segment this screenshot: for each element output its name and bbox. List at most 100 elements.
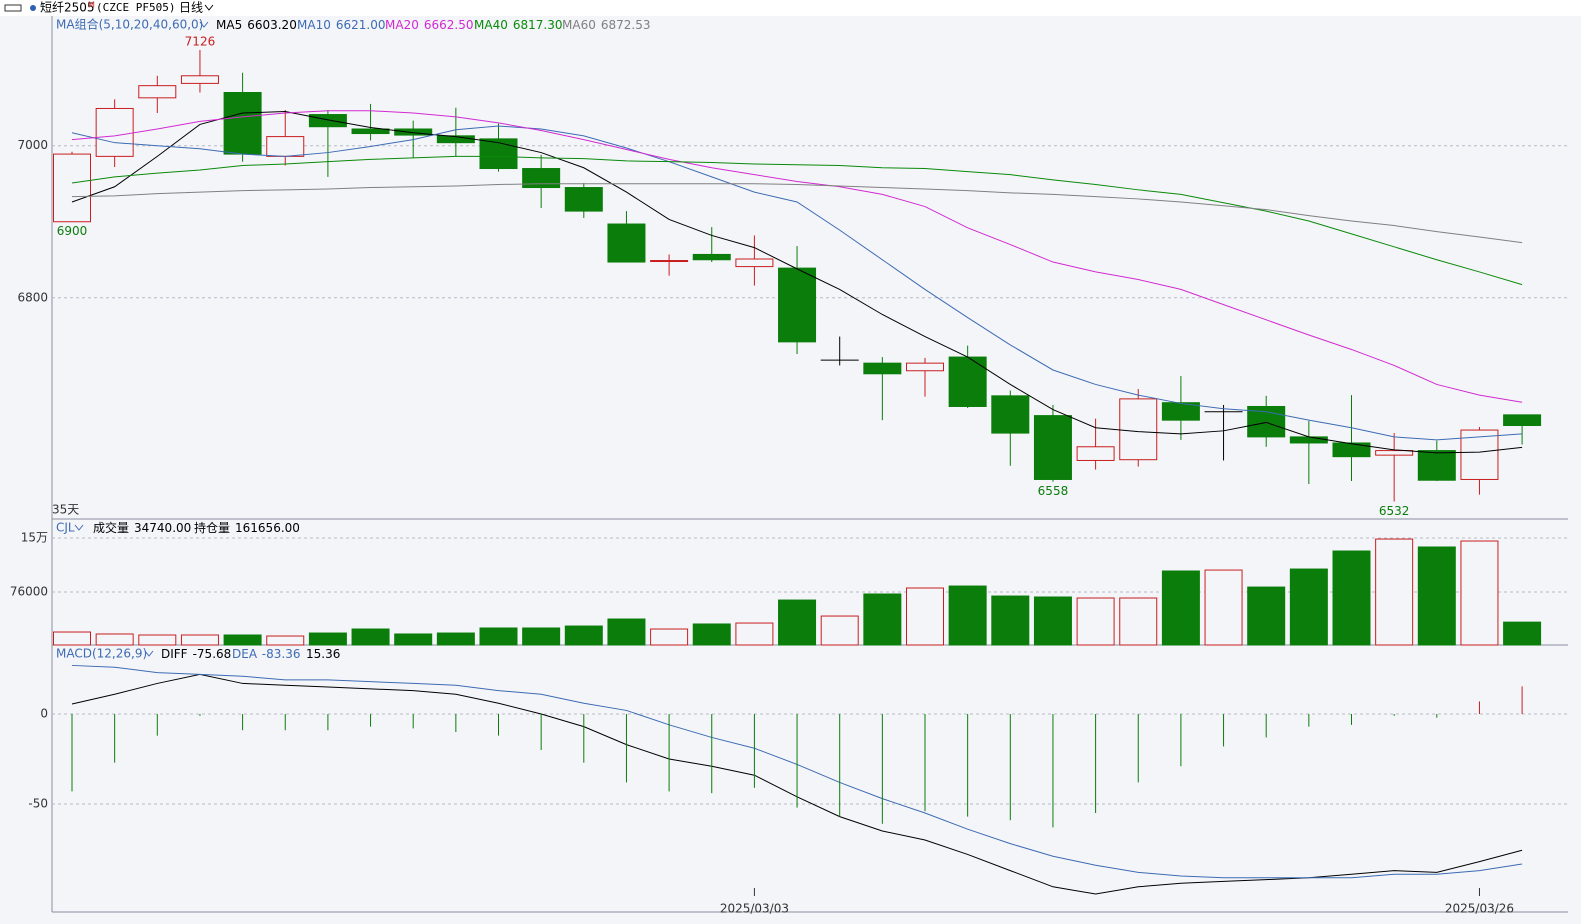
period[interactable]: 日线 xyxy=(179,1,203,15)
candle-body xyxy=(138,85,177,99)
legend-value: 6872.53 xyxy=(601,18,651,32)
legend-name: MA5 xyxy=(216,18,242,32)
volume-bar xyxy=(1161,570,1200,646)
candle-body xyxy=(778,267,817,343)
candle-body xyxy=(564,187,603,212)
y-tick-label: 6800 xyxy=(17,290,48,304)
range-label: 35天 xyxy=(52,503,79,517)
volume-bar xyxy=(1033,596,1072,646)
volume-bar xyxy=(820,615,859,646)
volume-bar xyxy=(522,627,561,646)
dropdown-arrow[interactable] xyxy=(199,21,209,28)
extreme-label: 6532 xyxy=(1379,504,1410,518)
candle-body xyxy=(607,223,646,263)
volume-bar xyxy=(1332,550,1371,646)
legend-value: 6603.20 xyxy=(247,18,297,32)
y-tick-label: 0 xyxy=(40,707,48,721)
volume-bar xyxy=(180,634,219,646)
candle-body xyxy=(522,168,561,189)
dropdown-arrow[interactable] xyxy=(204,4,214,11)
legend-name: DIFF xyxy=(161,647,188,661)
legend-entry: DEA -83.36 xyxy=(232,647,300,661)
volume-bar xyxy=(1289,568,1328,646)
volume-bar xyxy=(1375,538,1414,646)
candle-body xyxy=(1247,405,1286,438)
volume-bar xyxy=(1247,586,1286,646)
candle-body xyxy=(1460,429,1499,480)
volume-bar xyxy=(95,633,134,646)
legend-value: -83.36 xyxy=(262,647,301,661)
volume-bar xyxy=(778,599,817,646)
volume-bar xyxy=(1417,546,1456,646)
legend-value: 6662.50 xyxy=(424,18,474,32)
candle-body xyxy=(351,128,390,135)
volume-bar xyxy=(1460,540,1499,646)
legend-name: MA40 xyxy=(474,18,508,32)
panel-title: MACD(12,26,9) xyxy=(56,647,147,661)
candle-body xyxy=(735,258,774,268)
legend-entry: MA60 6872.53 xyxy=(562,18,650,32)
x-tick-label: 2025/03/03 xyxy=(720,902,789,916)
panel-title: CJL xyxy=(56,521,75,535)
legend-entry: 持仓量 161656.00 xyxy=(194,520,300,535)
status-dot xyxy=(30,5,36,11)
candle-body xyxy=(1289,436,1328,444)
candle-body xyxy=(1503,414,1542,426)
volume-bar xyxy=(223,634,262,646)
code: (CZCE PF505) xyxy=(96,1,175,14)
menu-icon[interactable] xyxy=(4,4,22,12)
candle-body xyxy=(991,395,1030,434)
candle-body xyxy=(266,136,305,157)
candle-body xyxy=(1119,398,1158,461)
candle-body xyxy=(1332,442,1371,458)
dropdown-arrow[interactable] xyxy=(74,524,84,531)
candle-body xyxy=(863,362,902,375)
legend-value: 6621.00 xyxy=(336,18,386,32)
legend-name: MA20 xyxy=(385,18,419,32)
y-tick-label: 7000 xyxy=(17,138,48,152)
dropdown-arrow[interactable] xyxy=(144,650,154,657)
candle-body xyxy=(223,92,262,155)
legend-name: 成交量 xyxy=(93,520,129,535)
y-tick-label: 76000 xyxy=(10,585,48,599)
panel-title: MA组合(5,10,20,40,60,0) xyxy=(56,17,203,32)
legend-value: -75.68 xyxy=(193,647,232,661)
candle-body xyxy=(479,138,518,170)
candle-body xyxy=(1375,450,1414,456)
volume-bar xyxy=(991,595,1030,646)
volume-bar xyxy=(863,593,902,646)
legend-entry: MA20 6662.50 xyxy=(385,18,473,32)
extreme-label: 6900 xyxy=(57,224,88,238)
candle-body xyxy=(948,356,987,407)
volume-bar xyxy=(650,628,689,646)
ma-line xyxy=(71,183,1523,244)
volume-bar xyxy=(692,623,731,646)
legend-name: MA60 xyxy=(562,18,596,32)
volume-bar xyxy=(308,632,347,646)
volume-bar xyxy=(138,634,177,646)
ma-line xyxy=(71,125,1523,441)
volume-bar xyxy=(906,587,944,646)
volume-bar xyxy=(1119,597,1158,646)
legend-value: 6817.30 xyxy=(513,18,563,32)
legend-name: DEA xyxy=(232,647,258,661)
legend-entry: 成交量 34740.00 xyxy=(93,520,191,535)
volume-bar xyxy=(436,632,475,646)
volume-bar xyxy=(564,625,603,646)
volume-bar xyxy=(1076,597,1115,646)
volume-bar xyxy=(735,622,774,646)
top-bar xyxy=(0,0,1581,16)
legend-entry: DIFF -75.68 xyxy=(161,647,231,661)
ma-line xyxy=(71,155,1523,286)
ma-line xyxy=(71,110,1523,403)
legend-value: 15.36 xyxy=(306,647,340,661)
legend-value: 34740.00 xyxy=(134,521,191,535)
candle-body xyxy=(650,260,689,263)
y-tick-label: 15万 xyxy=(21,531,48,545)
candle-body xyxy=(308,114,347,128)
volume-bar xyxy=(53,631,91,646)
symbol: 短纤2505 xyxy=(40,1,95,15)
legend-entry: 15.36 xyxy=(306,647,340,661)
